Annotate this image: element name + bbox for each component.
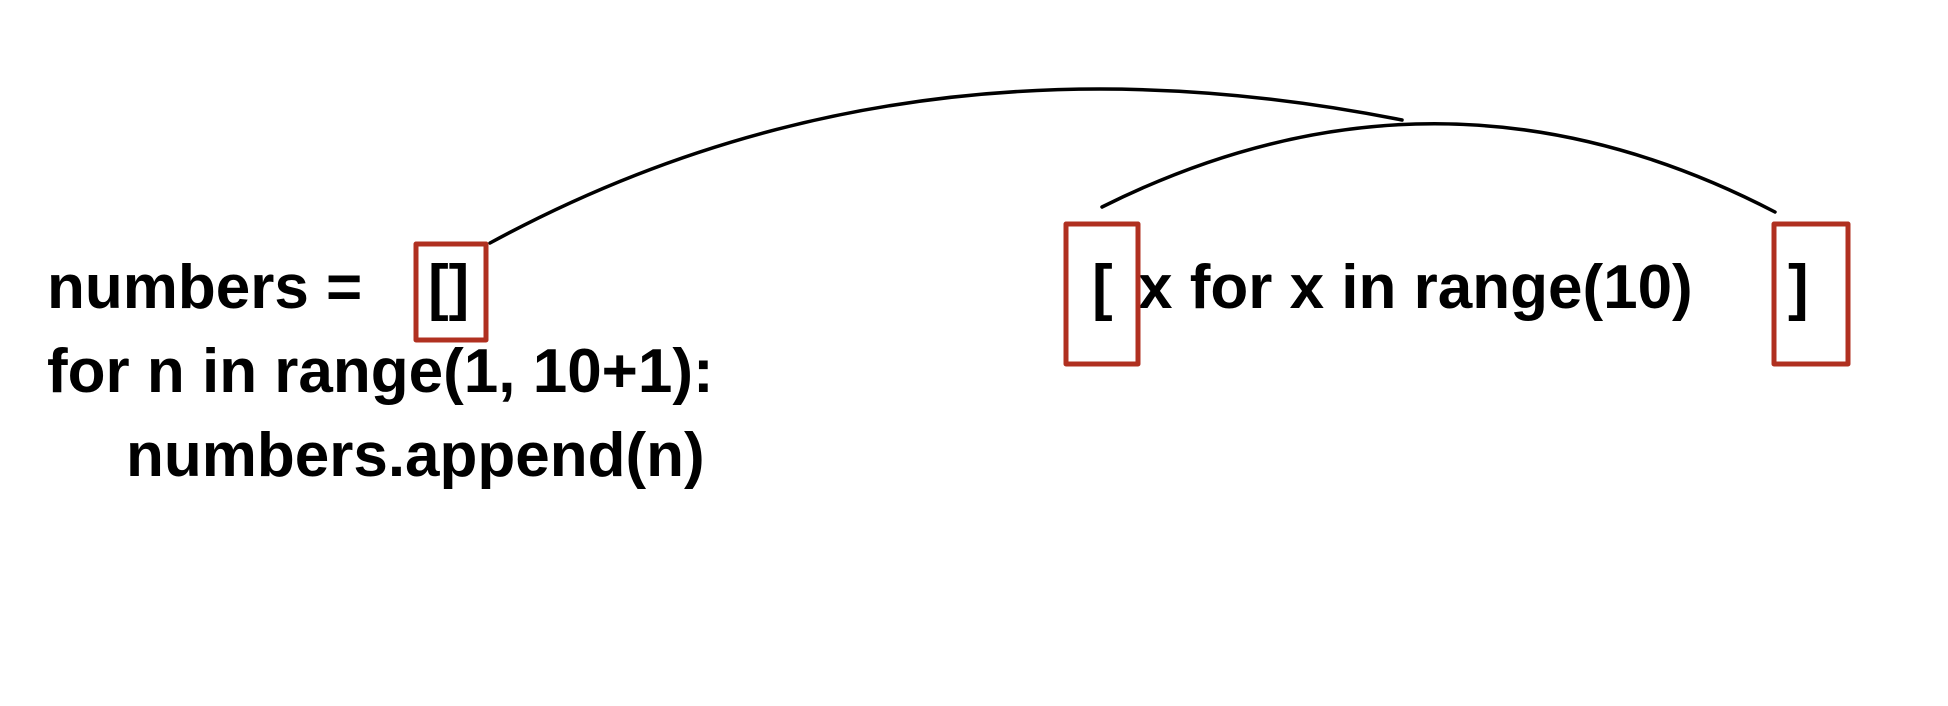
empty-list-brackets: [] (428, 253, 469, 322)
line3-append: numbers.append(n) (126, 421, 705, 490)
highlight-box-empty-list (413, 241, 489, 343)
line1-prefix: numbers = (47, 253, 362, 322)
comprehension-close-bracket: ] (1788, 253, 1809, 322)
connector-open-to-close-bracket (1100, 122, 1777, 214)
comprehension-body: x for x in range(10) (1138, 253, 1693, 322)
comprehension-open-bracket: [ (1092, 253, 1113, 322)
line2-for-loop: for n in range(1, 10+1): (47, 337, 714, 406)
highlight-box-close-bracket (1771, 221, 1851, 367)
connector-empty-list-to-comprehension (488, 87, 1404, 245)
highlight-box-open-bracket (1063, 221, 1141, 367)
